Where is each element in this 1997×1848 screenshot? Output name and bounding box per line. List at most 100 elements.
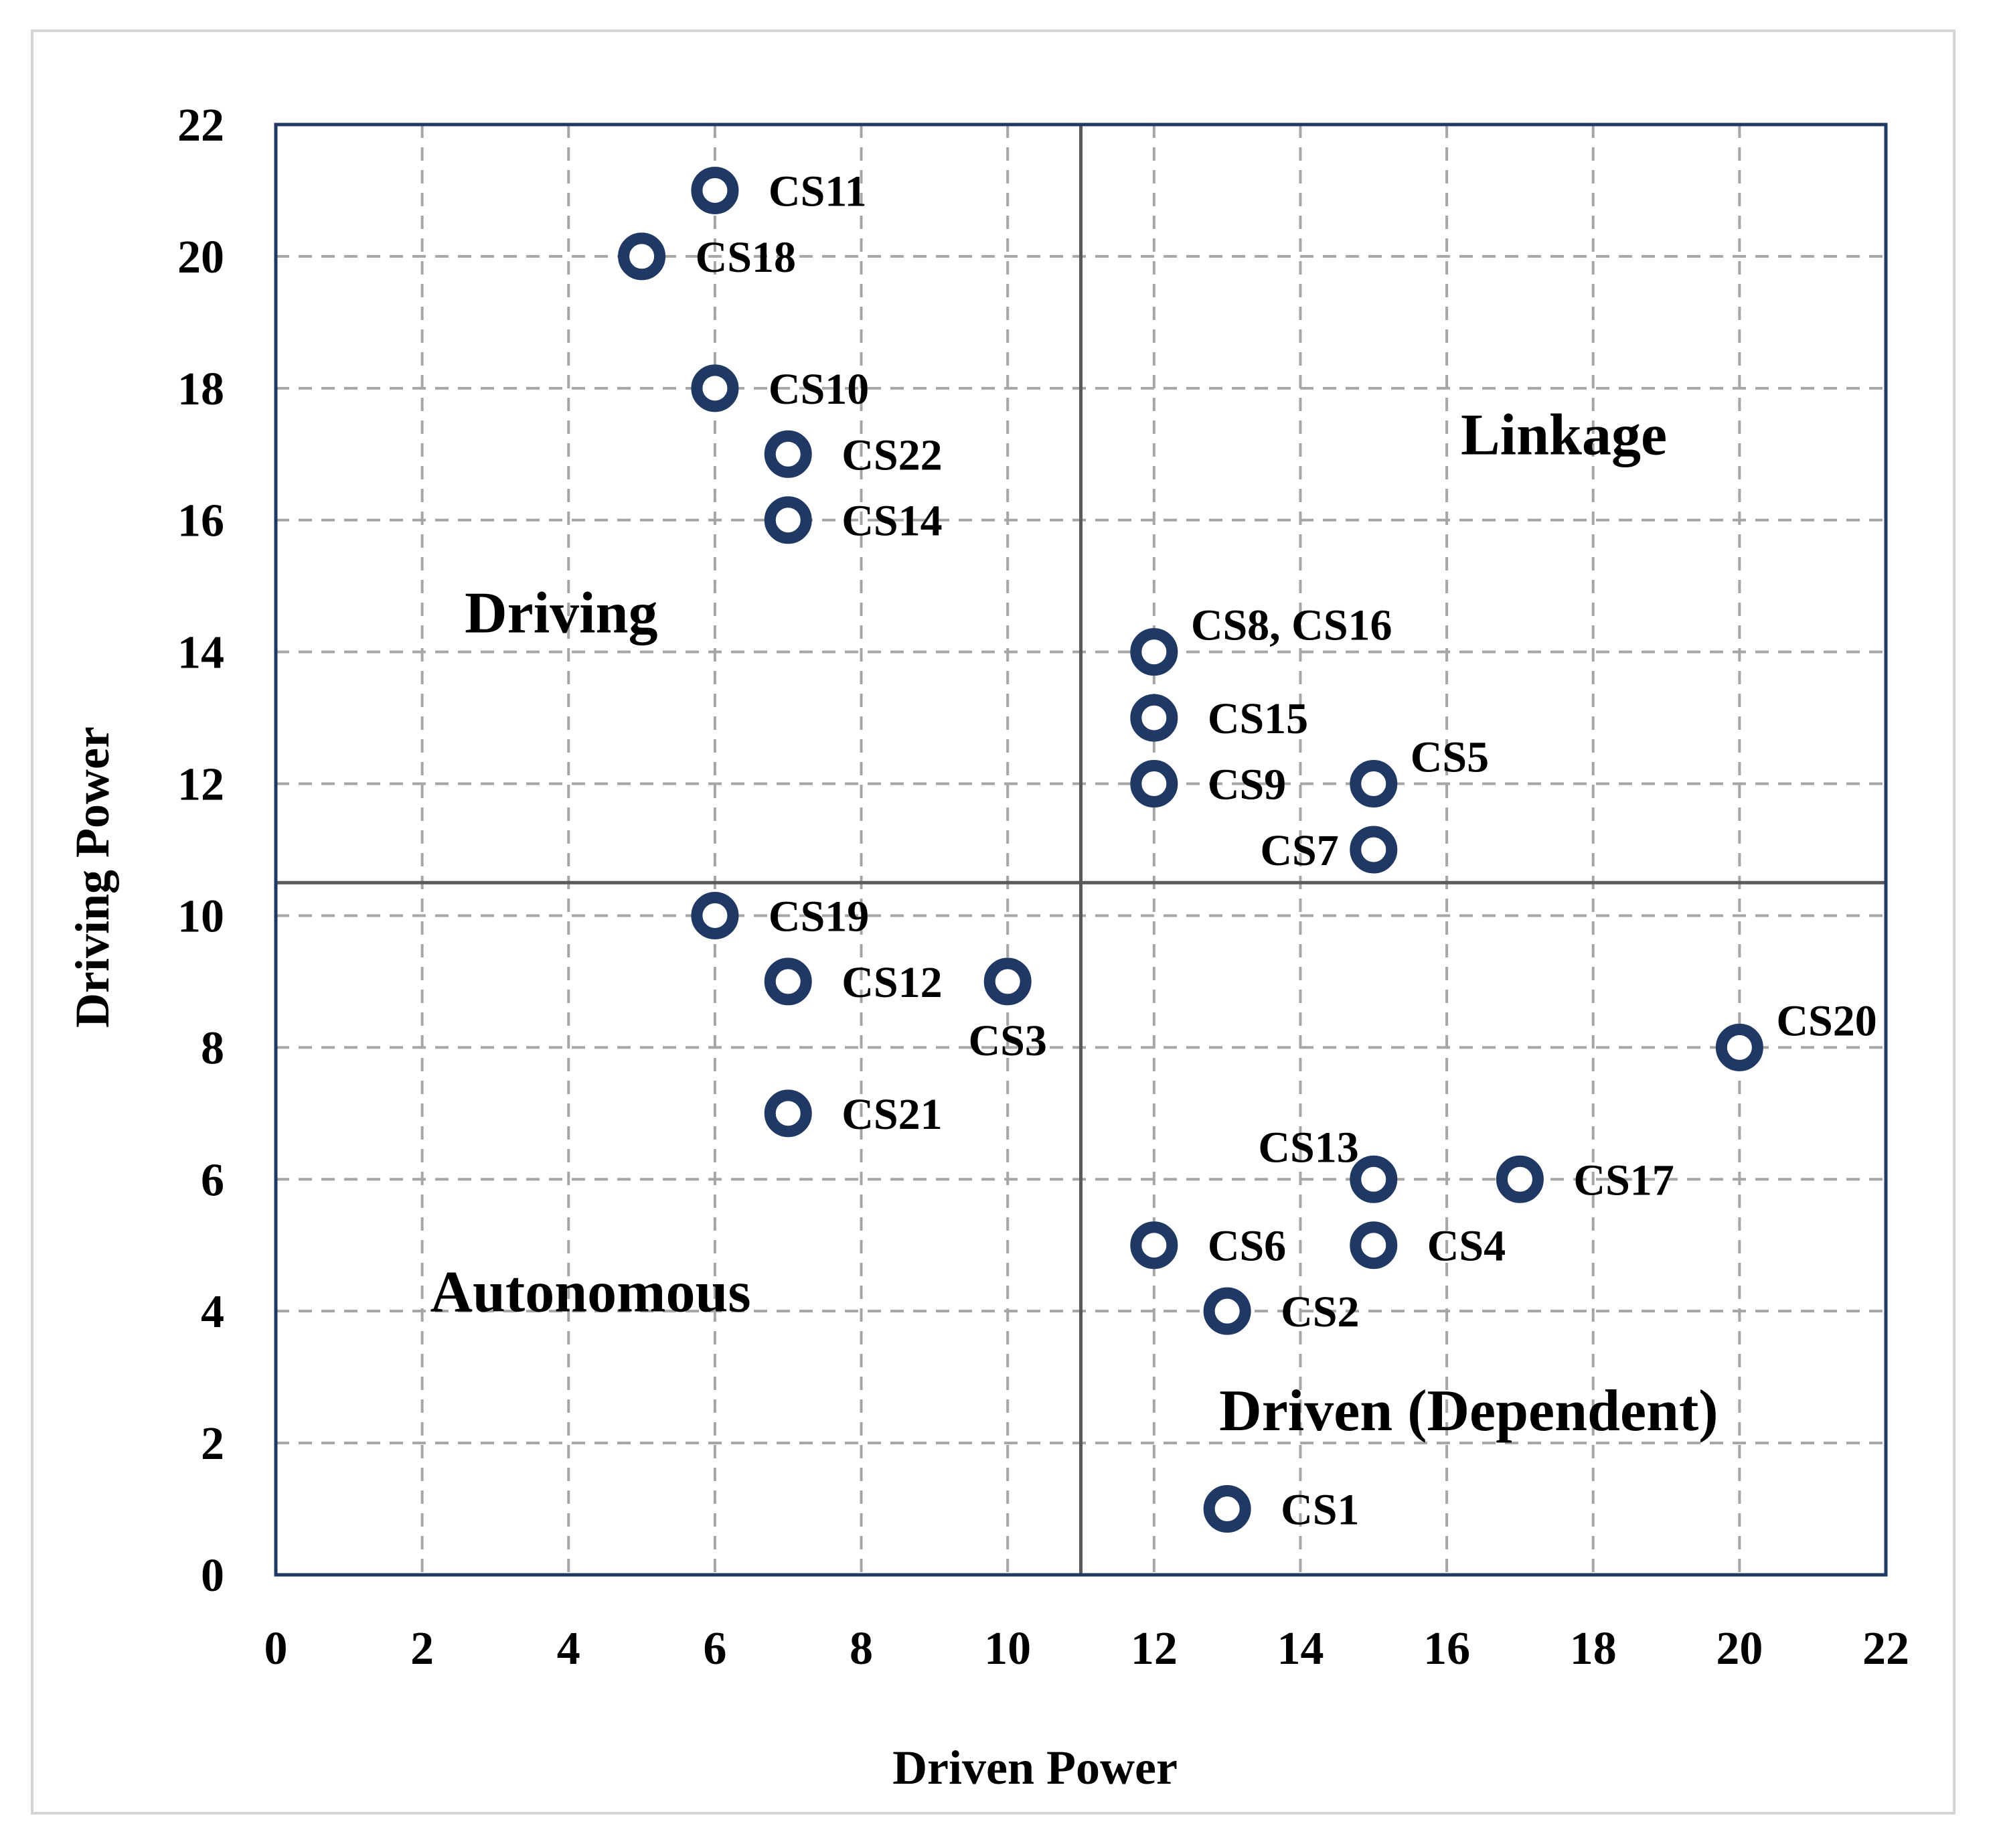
point-label: CS12 [842,958,942,1007]
data-point-cs17: CS17 [1496,1155,1674,1205]
x-tick-label: 22 [1862,1623,1909,1675]
x-tick-label: 4 [557,1623,580,1675]
y-tick-label: 0 [201,1550,224,1602]
data-point-cs1: CS1 [1203,1485,1360,1535]
x-tick-label: 10 [984,1623,1031,1675]
point-marker [764,957,812,1006]
point-marker [1130,694,1178,742]
quadrant-dividers [276,125,1886,1575]
quadrant-labels: Driving Linkage Autonomous Driven (Dependen… [430,403,1718,1444]
x-tick-label: 20 [1716,1623,1763,1675]
plot-area-border [274,123,1888,1577]
data-point-cs21: CS21 [764,1089,943,1139]
data-point-cs19: CS19 [691,891,869,941]
point-label: CS21 [842,1090,942,1139]
y-tick-label: 18 [177,364,224,415]
point-marker [1496,1155,1544,1203]
x-tick-label: 18 [1570,1623,1617,1675]
point-label: CS7 [1260,826,1338,875]
point-label: CS2 [1281,1288,1359,1336]
data-point-cs5: CS5 [1350,733,1489,808]
y-tick-label: 16 [177,495,224,547]
y-tick-label: 2 [201,1418,224,1470]
data-point-cs8-cs16: CS8, CS16 [1130,601,1392,676]
data-point-cs14: CS14 [764,496,943,546]
point-label: CS15 [1208,694,1308,743]
point-label: CS3 [968,1016,1046,1065]
quadrant-label-autonomous: Autonomous [430,1260,750,1325]
figure-frame [31,29,1955,1815]
point-label: CS17 [1573,1156,1674,1205]
point-label: CS20 [1776,996,1876,1045]
point-marker [1350,1155,1398,1203]
point-marker [1350,760,1398,808]
data-point-cs11: CS11 [691,166,867,216]
y-tick-label: 10 [177,891,224,942]
x-tick-label: 0 [264,1623,288,1675]
point-marker [764,496,812,544]
point-label: CS13 [1258,1123,1358,1172]
y-tick-label: 4 [201,1286,224,1338]
x-tick-label: 16 [1423,1623,1470,1675]
y-tick-label: 20 [177,232,224,283]
data-point-cs9: CS9 [1130,760,1286,810]
x-tick-label: 14 [1277,1623,1324,1675]
point-marker [1203,1287,1251,1335]
x-axis-title: Driven Power [892,1741,1178,1794]
point-label: CS1 [1281,1486,1359,1535]
point-marker [1130,760,1178,808]
point-marker [983,957,1032,1006]
point-label: CS5 [1411,733,1489,782]
point-marker [691,166,739,214]
y-tick-label: 14 [177,627,224,679]
y-axis-title: Driving Power [66,726,119,1028]
point-marker [691,364,739,412]
point-label: CS22 [842,431,942,479]
x-tick-label: 12 [1131,1623,1178,1675]
data-point-cs7: CS7 [1260,826,1398,875]
data-point-cs3: CS3 [968,957,1047,1065]
data-point-cs4: CS4 [1350,1221,1506,1271]
data-point-cs2: CS2 [1203,1287,1360,1336]
point-marker [1350,826,1398,874]
quadrant-label-linkage: Linkage [1461,403,1667,468]
point-label: CS11 [769,167,867,216]
point-marker [1130,1221,1178,1269]
point-marker [691,891,739,939]
point-label: CS4 [1427,1222,1506,1271]
point-marker [764,430,812,478]
y-tick-label: 22 [177,100,224,151]
data-point-cs12: CS12 [764,957,943,1007]
point-label: CS8, CS16 [1191,601,1392,650]
data-point-cs22: CS22 [764,430,943,479]
point-label: CS18 [696,233,796,282]
point-marker [764,1089,812,1138]
point-marker [1130,628,1178,676]
point-marker [618,232,666,281]
y-axis-ticks: 0 2 4 6 8 10 12 14 16 18 20 22 [177,100,224,1602]
data-point-cs6: CS6 [1130,1221,1286,1271]
point-marker [1203,1485,1251,1533]
quadrant-label-driving: Driving [465,581,657,646]
x-tick-label: 2 [410,1623,434,1675]
data-point-cs15: CS15 [1130,694,1308,743]
point-label: CS9 [1208,761,1286,810]
y-tick-label: 12 [177,759,224,811]
point-label: CS10 [769,365,869,414]
x-tick-label: 6 [703,1623,726,1675]
data-point-cs10: CS10 [691,364,869,414]
point-label: CS6 [1208,1222,1286,1271]
point-label: CS19 [769,892,869,941]
quadrant-label-driven: Driven (Dependent) [1219,1379,1718,1444]
point-marker [1350,1221,1398,1269]
data-point-cs18: CS18 [618,232,796,282]
data-point-cs13: CS13 [1258,1123,1398,1203]
point-marker [1715,1023,1763,1071]
data-points: CS11 CS18 CS10 CS22 CS14 CS8, CS16 CS15 CS9 CS5 C… [618,166,1877,1535]
y-tick-label: 8 [201,1022,224,1074]
x-tick-label: 8 [850,1623,873,1675]
point-label: CS14 [842,497,942,546]
x-axis-ticks: 0 2 4 6 8 10 12 14 16 18 20 22 [264,1623,1910,1675]
y-tick-label: 6 [201,1154,224,1206]
